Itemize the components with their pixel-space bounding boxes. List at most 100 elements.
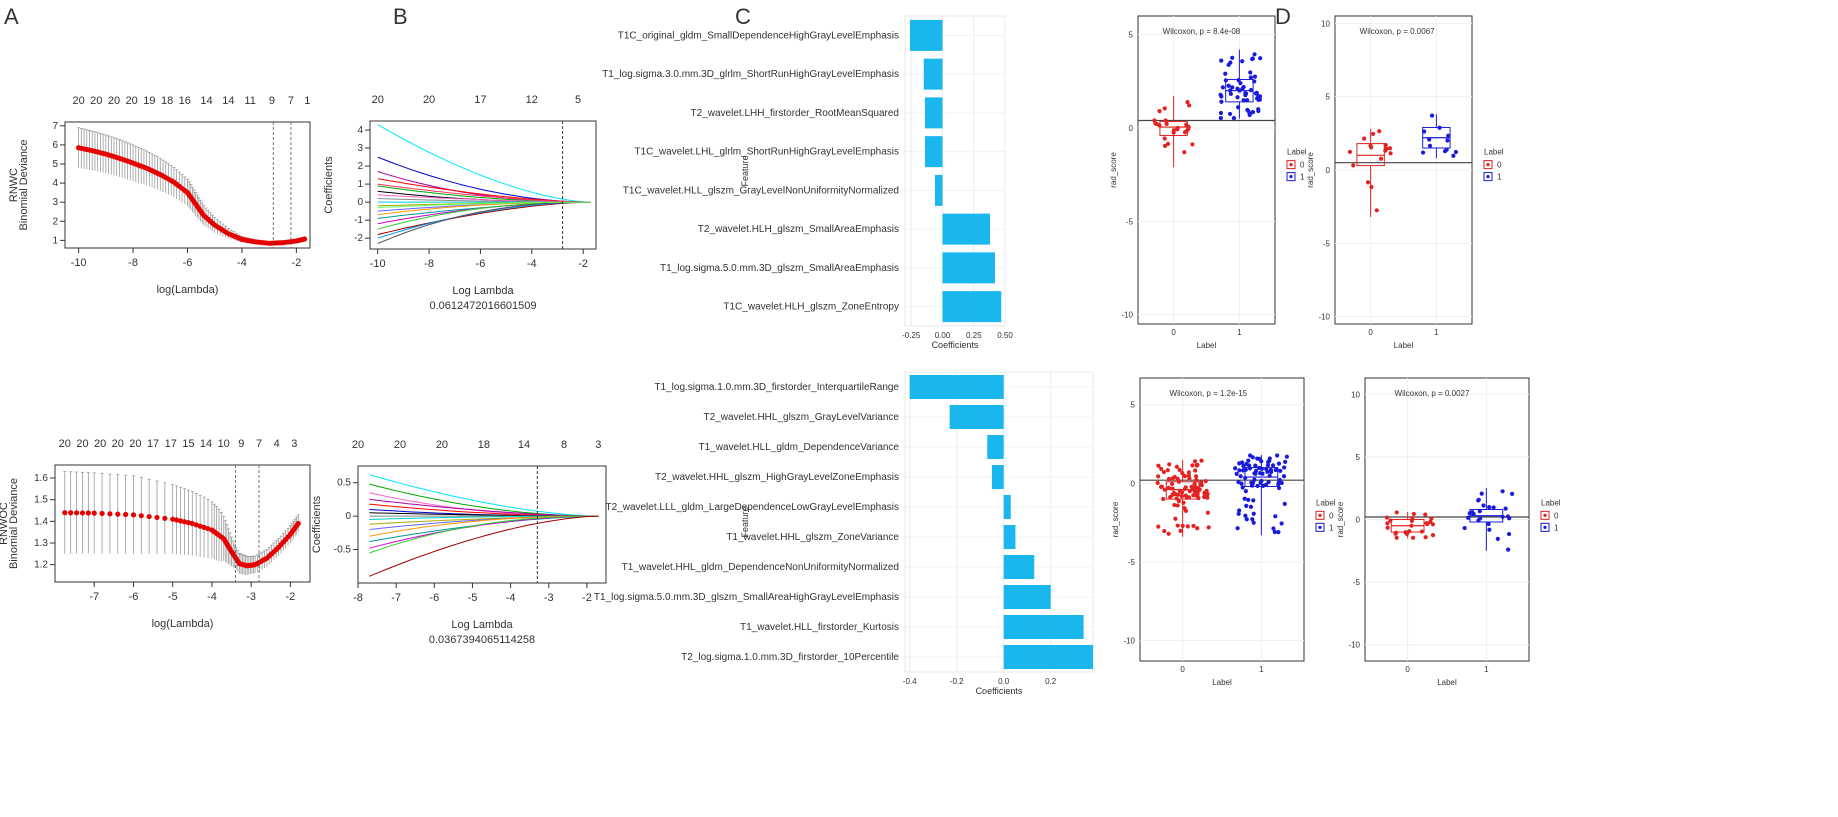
top-tick-label: 10 bbox=[218, 438, 230, 450]
data-point bbox=[1247, 111, 1252, 116]
data-point bbox=[1387, 146, 1393, 151]
data-point bbox=[1410, 535, 1416, 540]
coefficient-path bbox=[369, 515, 599, 554]
top-tick-label: 20 bbox=[112, 438, 124, 450]
legend-key-dot bbox=[1289, 175, 1293, 179]
data-point bbox=[1429, 516, 1434, 521]
data-point bbox=[1182, 473, 1188, 479]
data-point bbox=[1251, 520, 1256, 525]
top-tick-label: 14 bbox=[518, 439, 530, 451]
x-tick-label: 0 bbox=[1405, 665, 1410, 674]
top-tick-label: 20 bbox=[76, 438, 88, 450]
data-point bbox=[1269, 469, 1274, 475]
data-point bbox=[1419, 529, 1425, 534]
data-point bbox=[1237, 508, 1242, 513]
data-point bbox=[1204, 494, 1209, 499]
panel-letter-c: C bbox=[735, 4, 751, 29]
data-point bbox=[1177, 467, 1182, 473]
data-point bbox=[1243, 93, 1248, 98]
data-point bbox=[1175, 125, 1180, 130]
chart-A-top: -10 -8 -6 -4 -2 1 2 3 4 5 6 7 20 20 20 20 19 18 16 14 14 11 9 7… bbox=[8, 95, 311, 296]
legend-label: 0 bbox=[1300, 161, 1305, 170]
data-point bbox=[1162, 487, 1167, 492]
top-tick-label: 20 bbox=[108, 95, 120, 107]
top-tick-label: 15 bbox=[182, 438, 194, 450]
top-tick-label: 20 bbox=[126, 95, 138, 107]
cv-point bbox=[197, 523, 203, 529]
test-annotation: Wilcoxon, p = 1.2e-15 bbox=[1170, 389, 1248, 398]
data-point bbox=[1159, 484, 1164, 489]
data-point bbox=[1180, 470, 1185, 476]
feature-label: T2_wavelet.HLH_glszm_SmallAreaEmphasis bbox=[698, 224, 899, 235]
top-tick-label: 14 bbox=[222, 95, 234, 107]
coefficient-path bbox=[377, 201, 591, 245]
cv-point bbox=[79, 510, 86, 516]
legend-key-dot bbox=[1543, 513, 1547, 517]
data-point bbox=[1244, 503, 1249, 508]
feature-label: T1C_wavelet.LHL_glrlm_ShortRunHighGrayLe… bbox=[634, 147, 899, 158]
y-tick-label: 3 bbox=[357, 143, 363, 154]
y-tick-label: -10 bbox=[1121, 311, 1133, 320]
y-axis-label: Feature bbox=[740, 155, 750, 186]
data-point bbox=[1246, 497, 1251, 503]
top-tick-label: 19 bbox=[143, 95, 155, 107]
cv-point bbox=[146, 513, 152, 520]
x-tick-label: -4 bbox=[527, 258, 537, 270]
data-point bbox=[1166, 476, 1172, 482]
top-tick-label: 12 bbox=[526, 94, 538, 106]
top-tick-label: 20 bbox=[423, 94, 435, 106]
data-point bbox=[1171, 128, 1177, 133]
top-tick-label: 9 bbox=[269, 95, 275, 107]
data-point bbox=[1267, 458, 1272, 464]
y-axis-label: Binomial Deviance bbox=[8, 478, 20, 569]
data-point bbox=[1445, 138, 1450, 143]
y-axis-label: rad_score bbox=[1111, 501, 1120, 537]
data-point bbox=[1369, 184, 1374, 190]
data-point bbox=[1175, 523, 1180, 528]
legend-key bbox=[1540, 510, 1550, 520]
data-point bbox=[1190, 463, 1195, 468]
data-point bbox=[1477, 509, 1482, 514]
top-tick-label: 14 bbox=[200, 95, 212, 107]
data-point bbox=[1239, 481, 1244, 486]
data-point bbox=[1249, 483, 1255, 488]
coefficient-path bbox=[377, 124, 591, 203]
data-point bbox=[1282, 501, 1287, 506]
legend-label: 0 bbox=[1554, 511, 1559, 520]
data-point bbox=[1393, 531, 1398, 536]
data-point bbox=[1233, 466, 1238, 471]
coefficient-bar bbox=[1003, 585, 1051, 609]
top-tick-label: 18 bbox=[478, 439, 490, 451]
data-point bbox=[1182, 486, 1188, 491]
data-point bbox=[1265, 469, 1270, 474]
data-point bbox=[1423, 512, 1428, 517]
data-point bbox=[1155, 480, 1160, 485]
cv-point bbox=[201, 524, 207, 531]
data-point bbox=[1194, 493, 1200, 499]
data-point bbox=[1250, 56, 1255, 61]
feature-label: T1_wavelet.HHL_gldm_DependenceNonUniform… bbox=[622, 562, 899, 573]
x-tick-label: 0.50 bbox=[997, 331, 1013, 340]
data-point bbox=[1218, 115, 1223, 121]
data-point bbox=[1409, 523, 1414, 528]
y-tick-label: 1.4 bbox=[34, 516, 48, 527]
data-point bbox=[1182, 150, 1187, 155]
top-tick-label: 8 bbox=[561, 439, 567, 451]
coefficient-bar bbox=[909, 375, 1004, 399]
top-tick-label: 17 bbox=[147, 438, 159, 450]
data-point bbox=[1178, 528, 1183, 534]
data-point bbox=[1185, 100, 1190, 105]
feature-label: T2_wavelet.LLL_gldm_LargeDependenceLowGr… bbox=[605, 502, 899, 513]
top-tick-label: 20 bbox=[94, 438, 106, 450]
data-point bbox=[1394, 510, 1399, 515]
data-point bbox=[1446, 133, 1451, 138]
data-point bbox=[1162, 528, 1167, 534]
legend-label: 1 bbox=[1329, 523, 1334, 532]
x-axis-label: Log Lambda bbox=[452, 285, 514, 297]
cv-point bbox=[170, 516, 176, 522]
data-point bbox=[1153, 121, 1158, 126]
data-point bbox=[1351, 163, 1356, 168]
x-axis-subtitle: 0.0367394065114258 bbox=[429, 634, 535, 646]
data-point bbox=[1227, 111, 1233, 117]
